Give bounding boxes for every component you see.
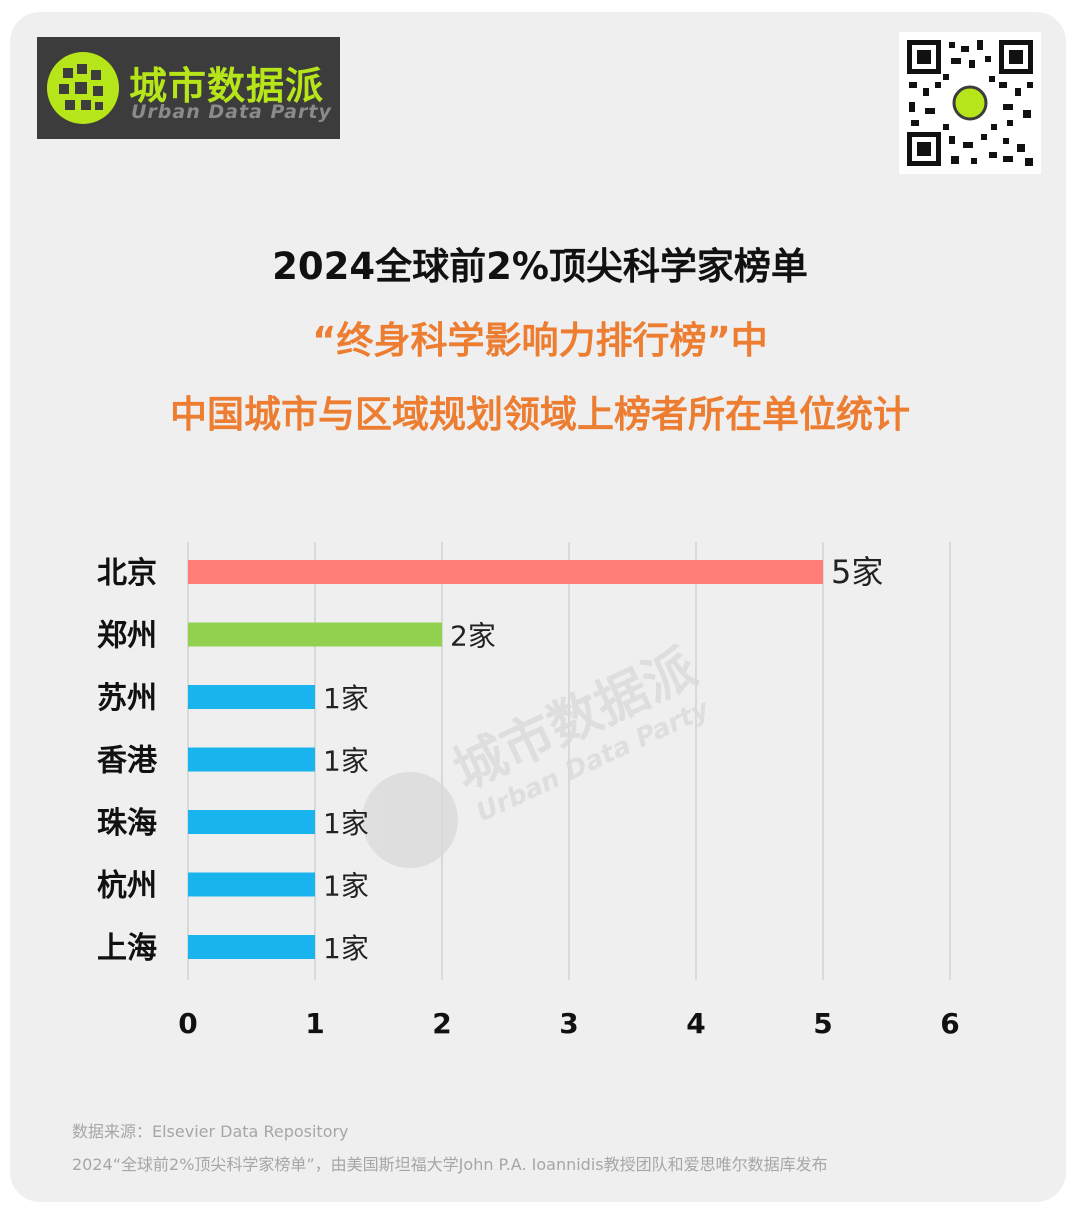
category-label: 珠海 xyxy=(97,806,157,841)
category-label: 苏州 xyxy=(97,681,157,716)
data-label: 1家 xyxy=(323,745,369,778)
data-label: 1家 xyxy=(323,870,369,903)
bar xyxy=(188,935,315,959)
x-tick-label: 1 xyxy=(305,1007,324,1040)
chart-title: 2024全球前2%顶尖科学家榜单 xyxy=(272,245,808,288)
poster-card xyxy=(10,12,1066,1202)
watermark: 城市数据派 Urban Data Party xyxy=(362,638,715,868)
brand-mark-icon xyxy=(47,52,119,124)
chart-subtitle-line2: 中国城市与区域规划领域上榜者所在单位统计 xyxy=(170,393,910,436)
x-tick-label: 4 xyxy=(686,1007,705,1040)
bar xyxy=(188,747,315,772)
x-tick-label: 3 xyxy=(559,1007,578,1040)
category-label: 北京 xyxy=(97,556,157,591)
footer-source: 数据来源：Elsevier Data Repository xyxy=(72,1122,349,1141)
x-tick-label: 5 xyxy=(813,1007,832,1040)
category-label: 香港 xyxy=(97,744,158,779)
bar xyxy=(188,872,315,897)
data-label: 1家 xyxy=(323,807,369,840)
bar xyxy=(188,622,442,647)
x-tick-label: 0 xyxy=(178,1007,197,1040)
chart-subtitle-line1: “终身科学影响力排行榜”中 xyxy=(312,319,768,362)
brand-logo: 城市数据派 Urban Data Party xyxy=(37,37,340,139)
bar xyxy=(188,685,315,709)
data-label: 1家 xyxy=(323,682,369,715)
data-label: 1家 xyxy=(323,932,369,965)
bar xyxy=(188,810,315,834)
x-tick-label: 6 xyxy=(940,1007,959,1040)
category-label: 上海 xyxy=(97,931,157,966)
x-tick-label: 2 xyxy=(432,1007,451,1040)
category-label: 郑州 xyxy=(97,619,157,654)
data-label: 2家 xyxy=(450,620,496,653)
qr-code-icon xyxy=(899,32,1041,174)
brand-name-cn: 城市数据派 xyxy=(129,64,325,108)
category-label: 杭州 xyxy=(97,869,157,904)
footer-note: 2024“全球前2%顶尖科学家榜单”，由美国斯坦福大学John P.A. Ioa… xyxy=(72,1155,828,1174)
brand-name-en: Urban Data Party xyxy=(131,101,332,123)
bar xyxy=(188,560,823,584)
data-label: 5家 xyxy=(831,553,883,591)
